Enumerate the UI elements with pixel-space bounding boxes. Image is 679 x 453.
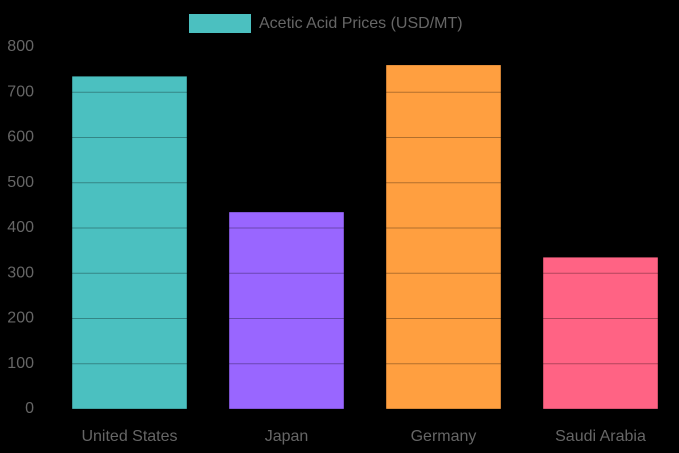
bar [543,257,658,409]
y-tick-label: 200 [7,310,34,327]
legend-swatch [189,14,251,33]
legend-label: Acetic Acid Prices (USD/MT) [259,15,463,32]
x-tick-label: Saudi Arabia [555,428,646,445]
y-tick-label: 300 [7,264,34,281]
y-tick-label: 400 [7,219,34,236]
bar [229,212,344,409]
bar [72,76,187,409]
y-tick-label: 600 [7,129,34,146]
y-tick-label: 500 [7,174,34,191]
x-tick-label: United States [81,428,177,445]
y-tick-label: 0 [25,400,34,417]
bar [386,65,501,409]
y-tick-label: 800 [7,38,34,55]
y-tick-label: 100 [7,355,34,372]
x-tick-label: Germany [411,428,477,445]
x-tick-label: Japan [265,428,309,445]
y-tick-label: 700 [7,83,34,100]
